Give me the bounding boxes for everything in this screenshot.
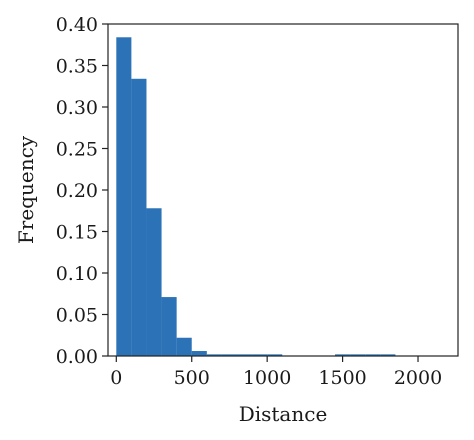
histogram-bar-8 — [236, 354, 253, 356]
histogram-bar-3 — [161, 297, 177, 356]
histogram-bar-9 — [252, 354, 268, 356]
y-tick-label: 0.00 — [56, 346, 98, 368]
y-axis-label: Frequency — [14, 135, 38, 244]
histogram-bar-5 — [191, 351, 207, 356]
histogram-bar-1 — [131, 78, 147, 356]
histogram-bars — [116, 37, 396, 356]
x-tick-label: 0 — [110, 367, 122, 389]
x-tick-label: 1000 — [243, 367, 291, 389]
x-tick-label: 1500 — [318, 367, 366, 389]
x-tick-label: 2000 — [394, 367, 442, 389]
histogram-bar-11 — [335, 354, 351, 356]
y-tick-label: 0.15 — [56, 222, 98, 244]
histogram-bar-10 — [267, 354, 283, 356]
x-axis-label: Distance — [239, 402, 328, 426]
histogram-bar-0 — [116, 37, 132, 356]
histogram-bar-14 — [380, 354, 396, 356]
histogram-bar-7 — [221, 354, 237, 356]
y-tick-label: 0.30 — [56, 97, 98, 119]
histogram-bar-12 — [350, 354, 366, 356]
y-tick-label: 0.20 — [56, 180, 98, 202]
histogram-bar-2 — [146, 208, 162, 356]
x-axis-ticks: 0 500 1000 1500 2000 — [110, 356, 442, 389]
y-axis-ticks: 0.00 0.05 0.10 0.15 0.20 0.25 0.30 0.35 0.40 — [56, 14, 108, 368]
y-tick-label: 0.40 — [56, 14, 98, 36]
histogram-bar-13 — [365, 354, 381, 356]
y-tick-label: 0.10 — [56, 263, 98, 285]
y-tick-label: 0.05 — [56, 305, 98, 327]
y-tick-label: 0.35 — [56, 56, 98, 78]
x-tick-label: 500 — [174, 367, 210, 389]
y-tick-label: 0.25 — [56, 139, 98, 161]
histogram-bar-6 — [206, 354, 222, 356]
histogram-bar-4 — [176, 337, 192, 356]
